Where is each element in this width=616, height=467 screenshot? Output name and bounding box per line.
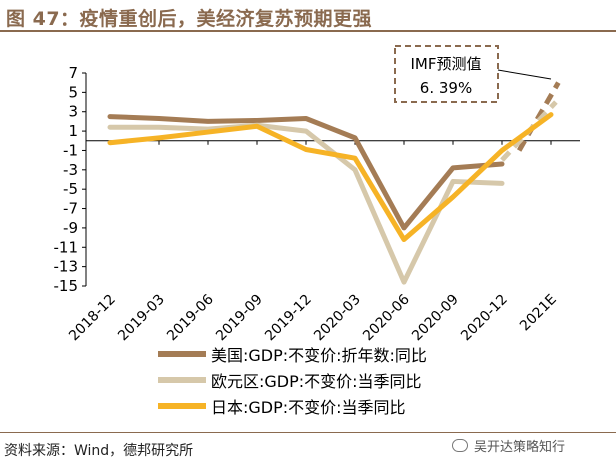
x-tick-label: 2019-12 <box>262 292 315 345</box>
y-tick-label: -13 <box>54 258 79 276</box>
footer-divider <box>0 432 616 433</box>
legend-label-eu: 欧元区:GDP:不变价:当季同比 <box>211 372 422 391</box>
legend-label-jp: 日本:GDP:不变价:当季同比 <box>211 398 406 417</box>
annotation-value: 6. 39% <box>420 79 472 97</box>
legend-swatch-eu <box>158 377 206 383</box>
title-divider <box>0 30 616 32</box>
series-line-jp <box>107 112 554 243</box>
annotation-label: IMF预测值 <box>411 55 482 73</box>
wechat-icon <box>452 439 468 452</box>
y-tick-label: -9 <box>63 219 78 237</box>
x-tick-label: 2020-03 <box>311 292 364 345</box>
imf-annotation: IMF预测值 6. 39% <box>394 45 552 103</box>
legend-item-eu: 欧元区:GDP:不变价:当季同比 <box>158 372 422 391</box>
annotation-pointer <box>497 69 552 80</box>
x-tick-label: 2020-06 <box>360 291 413 344</box>
legend: 美国:GDP:不变价:折年数:同比 欧元区:GDP:不变价:当季同比 日本:GD… <box>158 346 427 417</box>
y-tick-label: -15 <box>54 277 79 295</box>
forecast-line-us <box>516 81 561 152</box>
source-note: 资料来源：Wind，德邦研究所 <box>4 443 194 459</box>
y-axis: 75 31-1 -3-5 -7-9-11 -13-15 <box>54 64 87 295</box>
y-tick-label: 3 <box>68 103 78 121</box>
watermark-text: 吴开达策略知行 <box>474 440 566 455</box>
watermark: 吴开达策略知行 <box>452 436 565 455</box>
legend-item-us: 美国:GDP:不变价:折年数:同比 <box>158 346 427 365</box>
x-tick-label: 2020-09 <box>409 292 462 345</box>
y-tick-label: -7 <box>63 200 78 218</box>
chart-title: 图 47：疫情重创后，美经济复苏预期更强 <box>6 8 373 30</box>
legend-label-us: 美国:GDP:不变价:折年数:同比 <box>211 346 427 365</box>
y-tick-label: 7 <box>68 64 78 82</box>
x-tick-label: 2019-09 <box>213 292 266 345</box>
series-lines <box>107 81 561 285</box>
y-tick-label: 1 <box>68 122 78 140</box>
y-tick-label: -1 <box>63 141 78 159</box>
y-tick-label: 5 <box>68 83 78 101</box>
legend-swatch-us <box>158 351 206 357</box>
x-tick-label: 2018-12 <box>66 292 119 345</box>
y-tick-label: -3 <box>63 161 78 179</box>
legend-swatch-jp <box>158 403 206 409</box>
x-axis: 2018-122019-032019-062019-092019-122020-… <box>66 140 580 345</box>
y-tick-label: -5 <box>63 180 78 198</box>
y-tick-label: -11 <box>54 238 79 256</box>
x-tick-label: 2021E <box>517 292 560 335</box>
x-tick-label: 2019-06 <box>164 291 217 344</box>
x-tick-label: 2019-03 <box>115 292 168 345</box>
annotation-box <box>394 45 499 103</box>
x-tick-label: 2020-12 <box>458 292 511 345</box>
legend-item-jp: 日本:GDP:不变价:当季同比 <box>158 398 406 417</box>
